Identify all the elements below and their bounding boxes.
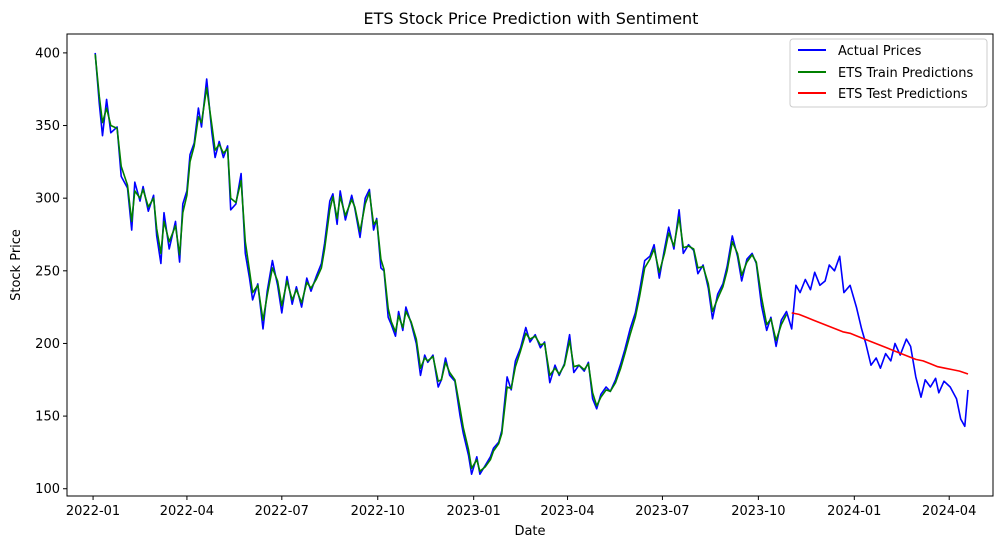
legend-item-test: ETS Test Predictions (798, 87, 968, 102)
chart-title: ETS Stock Price Prediction with Sentimen… (364, 9, 699, 28)
x-tick-label: 2022-04 (160, 504, 214, 519)
x-tick-label: 2022-07 (255, 504, 309, 519)
legend-item-actual: Actual Prices (798, 44, 922, 59)
y-axis-label: Stock Price (9, 229, 24, 301)
plot-frame (66, 33, 994, 497)
series-line-ets-test-predictions (791, 312, 969, 375)
y-tick-label: 250 (35, 264, 60, 279)
legend-label-actual: Actual Prices (838, 44, 922, 59)
x-tick-label: 2023-07 (635, 504, 689, 519)
x-tick-label: 2023-10 (731, 504, 785, 519)
x-tick-label: 2023-04 (540, 504, 594, 519)
x-axis-ticks: 2022-01 2022-04 2022-07 2022-10 2023-01 2023-… (66, 496, 976, 519)
series-layer (94, 52, 969, 475)
x-tick-label: 2022-10 (351, 504, 405, 519)
legend-box (789, 38, 988, 108)
x-tick-label: 2024-04 (922, 504, 976, 519)
plot-area (67, 34, 993, 496)
y-axis-ticks: 100 150 200 250 300 350 400 (35, 46, 67, 497)
y-tick-label: 350 (35, 119, 60, 134)
x-axis-label: Date (514, 524, 545, 539)
x-tick-label: 2023-01 (447, 504, 501, 519)
legend: Actual Prices ETS Train Predictions ETS … (789, 38, 988, 108)
legend-item-train: ETS Train Predictions (798, 66, 973, 81)
x-tick-label: 2022-01 (66, 504, 120, 519)
y-tick-label: 150 (35, 410, 60, 425)
y-tick-label: 100 (35, 482, 60, 497)
x-tick-label: 2024-01 (827, 504, 881, 519)
series-line-ets-train-predictions (94, 54, 788, 473)
y-tick-label: 200 (35, 337, 60, 352)
legend-label-train: ETS Train Predictions (838, 66, 973, 81)
y-tick-label: 400 (35, 46, 60, 61)
legend-label-test: ETS Test Predictions (838, 87, 968, 102)
y-tick-label: 300 (35, 192, 60, 207)
